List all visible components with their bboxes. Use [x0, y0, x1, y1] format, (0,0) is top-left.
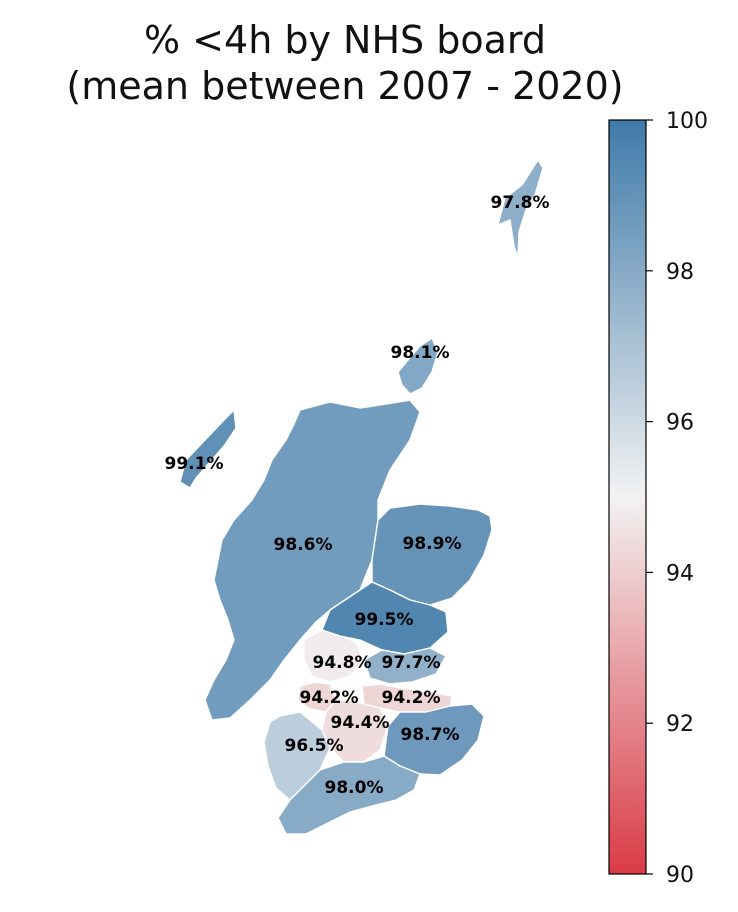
region-value-label: 98.1%: [391, 343, 450, 363]
region-value-label: 94.2%: [382, 688, 441, 708]
region-dumfries-galloway: [277, 755, 421, 835]
region-value-label: 94.8%: [313, 653, 372, 673]
region-value-label: 94.2%: [300, 688, 359, 708]
region-forth-valley: [303, 629, 365, 683]
region-value-label: 99.5%: [355, 610, 414, 630]
region-fife: [363, 647, 447, 685]
colorbar-tick-label: 100: [666, 109, 708, 134]
colorbar-tick-label: 94: [666, 561, 694, 586]
region-tayside: [321, 581, 449, 655]
region-orkney: [397, 337, 439, 395]
region-value-label: 98.7%: [401, 725, 460, 745]
colorbar-tick-label: 98: [666, 260, 694, 285]
chart-title-line-1: % <4h by NHS board: [144, 18, 546, 62]
region-value-label: 94.4%: [331, 713, 390, 733]
region-western-isles: [159, 409, 237, 546]
colorbar-tick-label: 92: [666, 712, 694, 737]
chart-title-line-2: (mean between 2007 - 2020): [66, 64, 624, 108]
region-value-label: 99.1%: [165, 454, 224, 474]
region-value-label: 96.5%: [285, 736, 344, 756]
region-shetland: [497, 159, 544, 259]
region-value-label: 98.0%: [325, 778, 384, 798]
region-highland: [204, 399, 421, 721]
region-value-label: 98.9%: [403, 534, 462, 554]
colorbar-gradient: [608, 119, 647, 875]
colorbar-tick-label: 96: [666, 411, 694, 436]
colorbar-tick-label: 90: [666, 863, 694, 888]
region-value-label: 98.6%: [274, 535, 333, 555]
region-value-label: 97.8%: [491, 193, 550, 213]
region-value-label: 97.7%: [382, 653, 441, 673]
